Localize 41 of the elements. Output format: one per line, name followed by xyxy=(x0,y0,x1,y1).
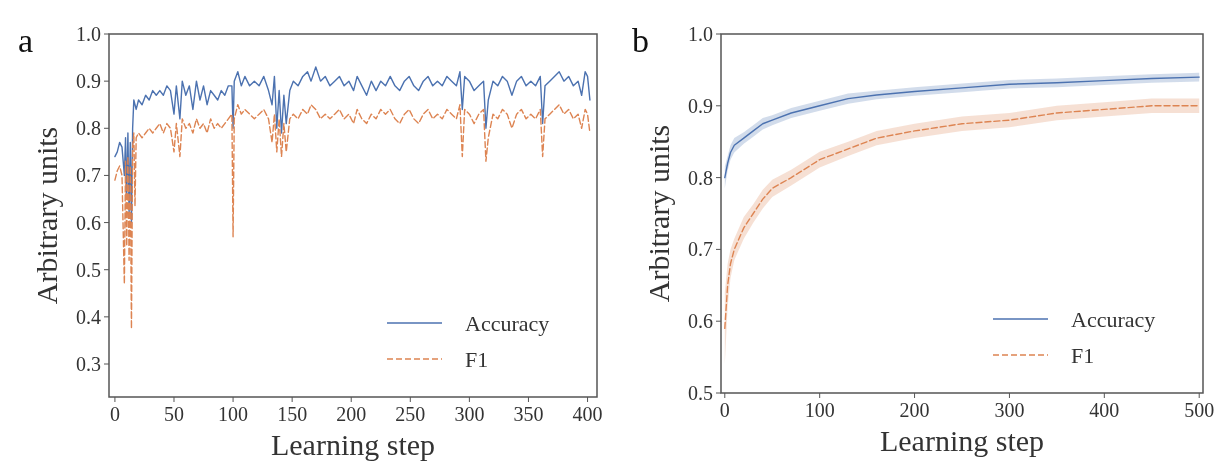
legend-label: F1 xyxy=(1071,342,1095,368)
y-tick-label: 1.0 xyxy=(688,23,713,45)
y-axis-title: Arbitrary units xyxy=(642,124,675,303)
y-tick-label: 0.5 xyxy=(76,258,101,281)
legend-label: Accuracy xyxy=(1071,306,1156,332)
y-tick-label: 0.9 xyxy=(688,94,713,117)
legend-label: F1 xyxy=(465,346,489,372)
x-tick-label: 100 xyxy=(804,399,835,421)
y-tick-label: 0.8 xyxy=(76,117,101,140)
x-tick-label: 300 xyxy=(994,399,1025,421)
x-tick-label: 400 xyxy=(572,403,603,425)
y-tick-label: 0.6 xyxy=(688,310,713,333)
y-tick-label: 0.3 xyxy=(76,353,101,375)
x-tick-label: 250 xyxy=(395,403,426,425)
x-tick-label: 400 xyxy=(1089,399,1120,421)
y-axis-title: Arbitrary units xyxy=(30,126,63,305)
y-tick-label: 1.0 xyxy=(76,23,101,45)
text: b xyxy=(632,22,649,59)
x-tick-label: 200 xyxy=(336,403,367,425)
line-series xyxy=(724,105,1200,330)
y-tick-label: 0.7 xyxy=(688,238,713,261)
y-tick-label: 0.4 xyxy=(76,305,101,328)
y-tick-label: 0.6 xyxy=(76,211,101,234)
x-tick-label: 500 xyxy=(1184,399,1215,421)
x-tick-label: 0 xyxy=(109,403,120,425)
y-tick-label: 0.9 xyxy=(76,70,101,93)
x-tick-label: 200 xyxy=(899,399,930,421)
x-axis-title: Learning step xyxy=(879,424,1045,457)
y-tick-label: 0.7 xyxy=(76,164,101,187)
x-axis-title: Learning step xyxy=(270,428,436,461)
x-tick-label: 350 xyxy=(513,403,544,425)
line-series xyxy=(114,66,591,224)
x-tick-label: 150 xyxy=(277,403,308,425)
legend-label: Accuracy xyxy=(465,310,550,336)
y-tick-label: 0.5 xyxy=(688,382,713,404)
y-tick-label: 0.8 xyxy=(688,166,713,189)
x-tick-label: 100 xyxy=(218,403,249,425)
x-tick-label: 0 xyxy=(719,399,730,421)
text: a xyxy=(18,22,34,59)
x-tick-label: 300 xyxy=(454,403,485,425)
x-tick-label: 50 xyxy=(163,403,184,425)
